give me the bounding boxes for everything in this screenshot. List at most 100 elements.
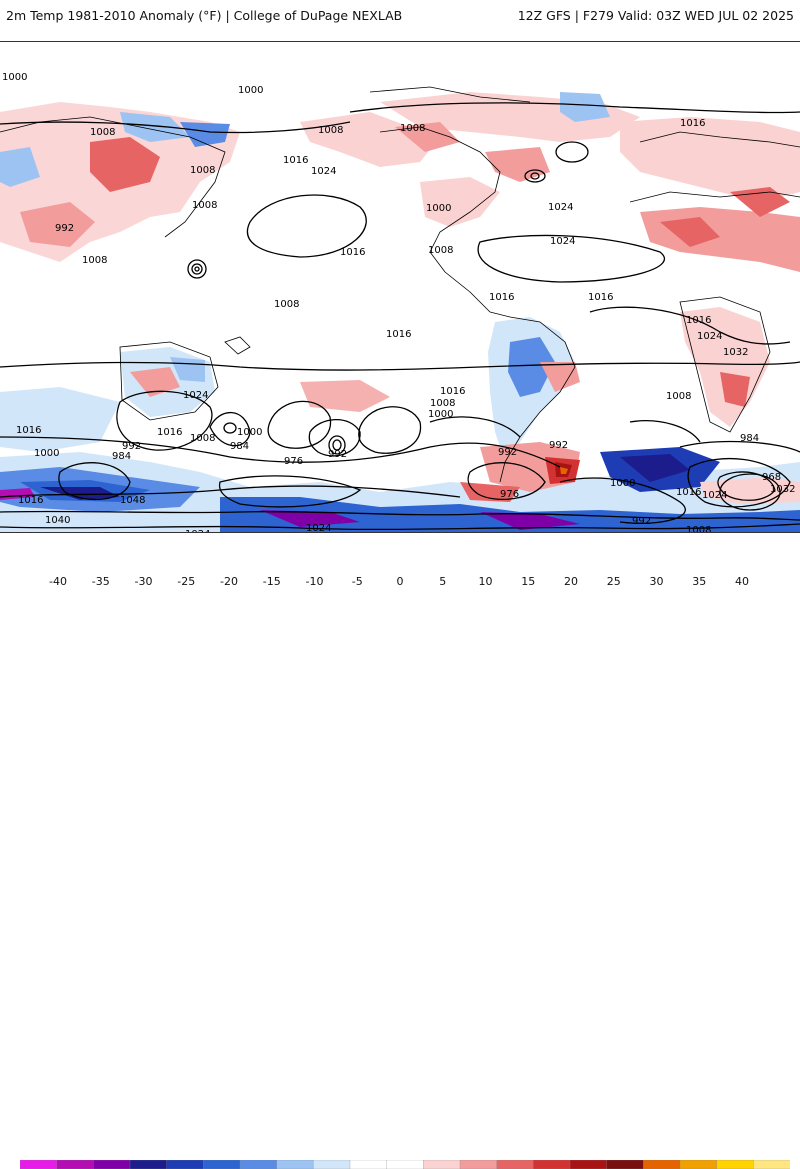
- contour-label: 1008: [274, 299, 299, 310]
- colorbar-tick-label: -20: [220, 575, 238, 588]
- contour-label: 1016: [686, 315, 711, 326]
- colorbar-segment: [313, 1160, 351, 1169]
- contour-label: 1016: [18, 495, 43, 506]
- low-centers: [187, 141, 781, 511]
- coastlines: [0, 86, 800, 483]
- colorbar-segment: [423, 1160, 461, 1169]
- colorbar-tick-label: -5: [351, 575, 363, 588]
- contour-label: 1008: [430, 398, 455, 409]
- contour-label: 1016: [489, 292, 514, 303]
- contour-label: 1024: [183, 390, 208, 401]
- contour-label: 1016: [157, 427, 182, 438]
- contour-label: 1024: [702, 490, 727, 501]
- contour-label: 1024: [550, 236, 575, 247]
- colorbar-tick-label: -15: [262, 575, 281, 588]
- contour-label: 1024: [548, 202, 573, 213]
- colorbar-tick-label: -35: [91, 575, 110, 588]
- colorbar-tick-label: 30: [649, 575, 664, 588]
- contour-label: 1016: [680, 118, 705, 129]
- model-run-info: 12Z GFS | F279 Valid: 03Z WED JUL 02 202…: [517, 8, 794, 23]
- contour-label: 992: [122, 441, 141, 452]
- contour-label: 992: [632, 516, 651, 527]
- contour-label: 992: [328, 449, 347, 460]
- colorbar-segment: [496, 1160, 534, 1169]
- contour-label: 1016: [386, 329, 411, 340]
- colorbar-segment: [239, 1160, 278, 1169]
- colorbar-segment: [679, 1160, 718, 1169]
- colorbar-segment: [569, 1160, 608, 1169]
- contour-label: 1000: [2, 72, 27, 83]
- colorbar: -40 -35 -30 -25 -20 -15 -10 -5 0 5 10 15 20 25 30 35 40: [0, 570, 800, 1169]
- contour-label: 1016: [676, 487, 701, 498]
- colorbar-tick-label: -25: [177, 575, 196, 588]
- contour-label: 1024: [185, 529, 210, 532]
- contour-label: 1000: [428, 409, 453, 420]
- isobar-contours: [0, 102, 800, 531]
- contour-label: 992: [55, 223, 74, 234]
- contour-label: 992: [549, 440, 568, 451]
- colorbar-segment: [93, 1160, 131, 1169]
- contour-label: 1008: [428, 245, 453, 256]
- colorbar-tick-label: -30: [134, 575, 153, 588]
- map-panel[interactable]: 1000 1000 1008 1008 1008 1008 1016 1016 …: [0, 41, 800, 533]
- colorbar-tick-label: 25: [606, 575, 621, 588]
- colorbar-segment: [349, 1160, 388, 1169]
- contour-label: 1016: [440, 386, 465, 397]
- contour-label: 1048: [120, 495, 145, 506]
- contour-label: 1016: [588, 292, 613, 303]
- colorbar-tick-label: -40: [49, 575, 67, 588]
- contour-labels: 1000 1000 1008 1008 1008 1008 1016 1016 …: [2, 72, 795, 532]
- contour-label: 1008: [192, 200, 217, 211]
- colorbar-tick-label: 10: [478, 575, 493, 588]
- contour-label: 1000: [426, 203, 451, 214]
- contour-label: 1024: [311, 166, 336, 177]
- contour-label: 984: [740, 433, 759, 444]
- temperature-anomaly-map: 1000 1000 1008 1008 1008 1008 1016 1016 …: [0, 42, 800, 532]
- contour-label: 1024: [697, 331, 722, 342]
- contour-label: 1016: [340, 247, 365, 258]
- contour-label: 1008: [190, 433, 215, 444]
- colorbar-segment: [716, 1160, 754, 1169]
- header: 2m Temp 1981-2010 Anomaly (°F) | College…: [0, 0, 800, 34]
- colorbar-segment: [20, 1160, 58, 1169]
- colorbar-tick-label: -10: [305, 575, 324, 588]
- colorbar-tick-label: 15: [521, 575, 536, 588]
- colorbar-tick-label: 35: [692, 575, 707, 588]
- contour-label: 1008: [666, 391, 691, 402]
- contour-label: 1008: [90, 127, 115, 138]
- contour-label: 1008: [190, 165, 215, 176]
- contour-label: 1016: [16, 425, 41, 436]
- colorbar-scale: [20, 1160, 790, 1169]
- colorbar-segment: [753, 1160, 790, 1169]
- colorbar-segment: [606, 1160, 644, 1169]
- colorbar-tick-label: 5: [439, 575, 447, 588]
- colorbar-segment: [643, 1160, 681, 1169]
- colorbar-segment: [129, 1160, 168, 1169]
- contour-label: 1024: [306, 523, 331, 532]
- colorbar-segment: [533, 1160, 571, 1169]
- colorbar-tick-label: 0: [396, 575, 404, 588]
- contour-label: 1000: [610, 478, 635, 489]
- contour-label: 1000: [237, 427, 262, 438]
- contour-label: 1008: [82, 255, 107, 266]
- contour-label: 976: [500, 489, 519, 500]
- contour-label: 976: [284, 456, 303, 467]
- colorbar-segment: [56, 1160, 94, 1169]
- contour-label: 984: [112, 451, 131, 462]
- map-title: 2m Temp 1981-2010 Anomaly (°F) | College…: [6, 8, 403, 23]
- contour-label: 1000: [238, 85, 263, 96]
- contour-label: 992: [498, 447, 517, 458]
- colorbar-segment: [166, 1160, 204, 1169]
- contour-label: 984: [230, 441, 249, 452]
- colorbar-segment: [203, 1160, 241, 1169]
- contour-label: 1000: [34, 448, 59, 459]
- contour-label: 1032: [723, 347, 748, 358]
- colorbar-segment: [276, 1160, 314, 1169]
- contour-label: 1032: [770, 484, 795, 495]
- contour-label: 968: [762, 472, 781, 483]
- colorbar-tick-label: 40: [735, 575, 749, 588]
- contour-label: 1008: [318, 125, 343, 136]
- contour-label: 1008: [400, 123, 425, 134]
- contour-label: 1040: [45, 515, 70, 526]
- contour-label: 1016: [283, 155, 308, 166]
